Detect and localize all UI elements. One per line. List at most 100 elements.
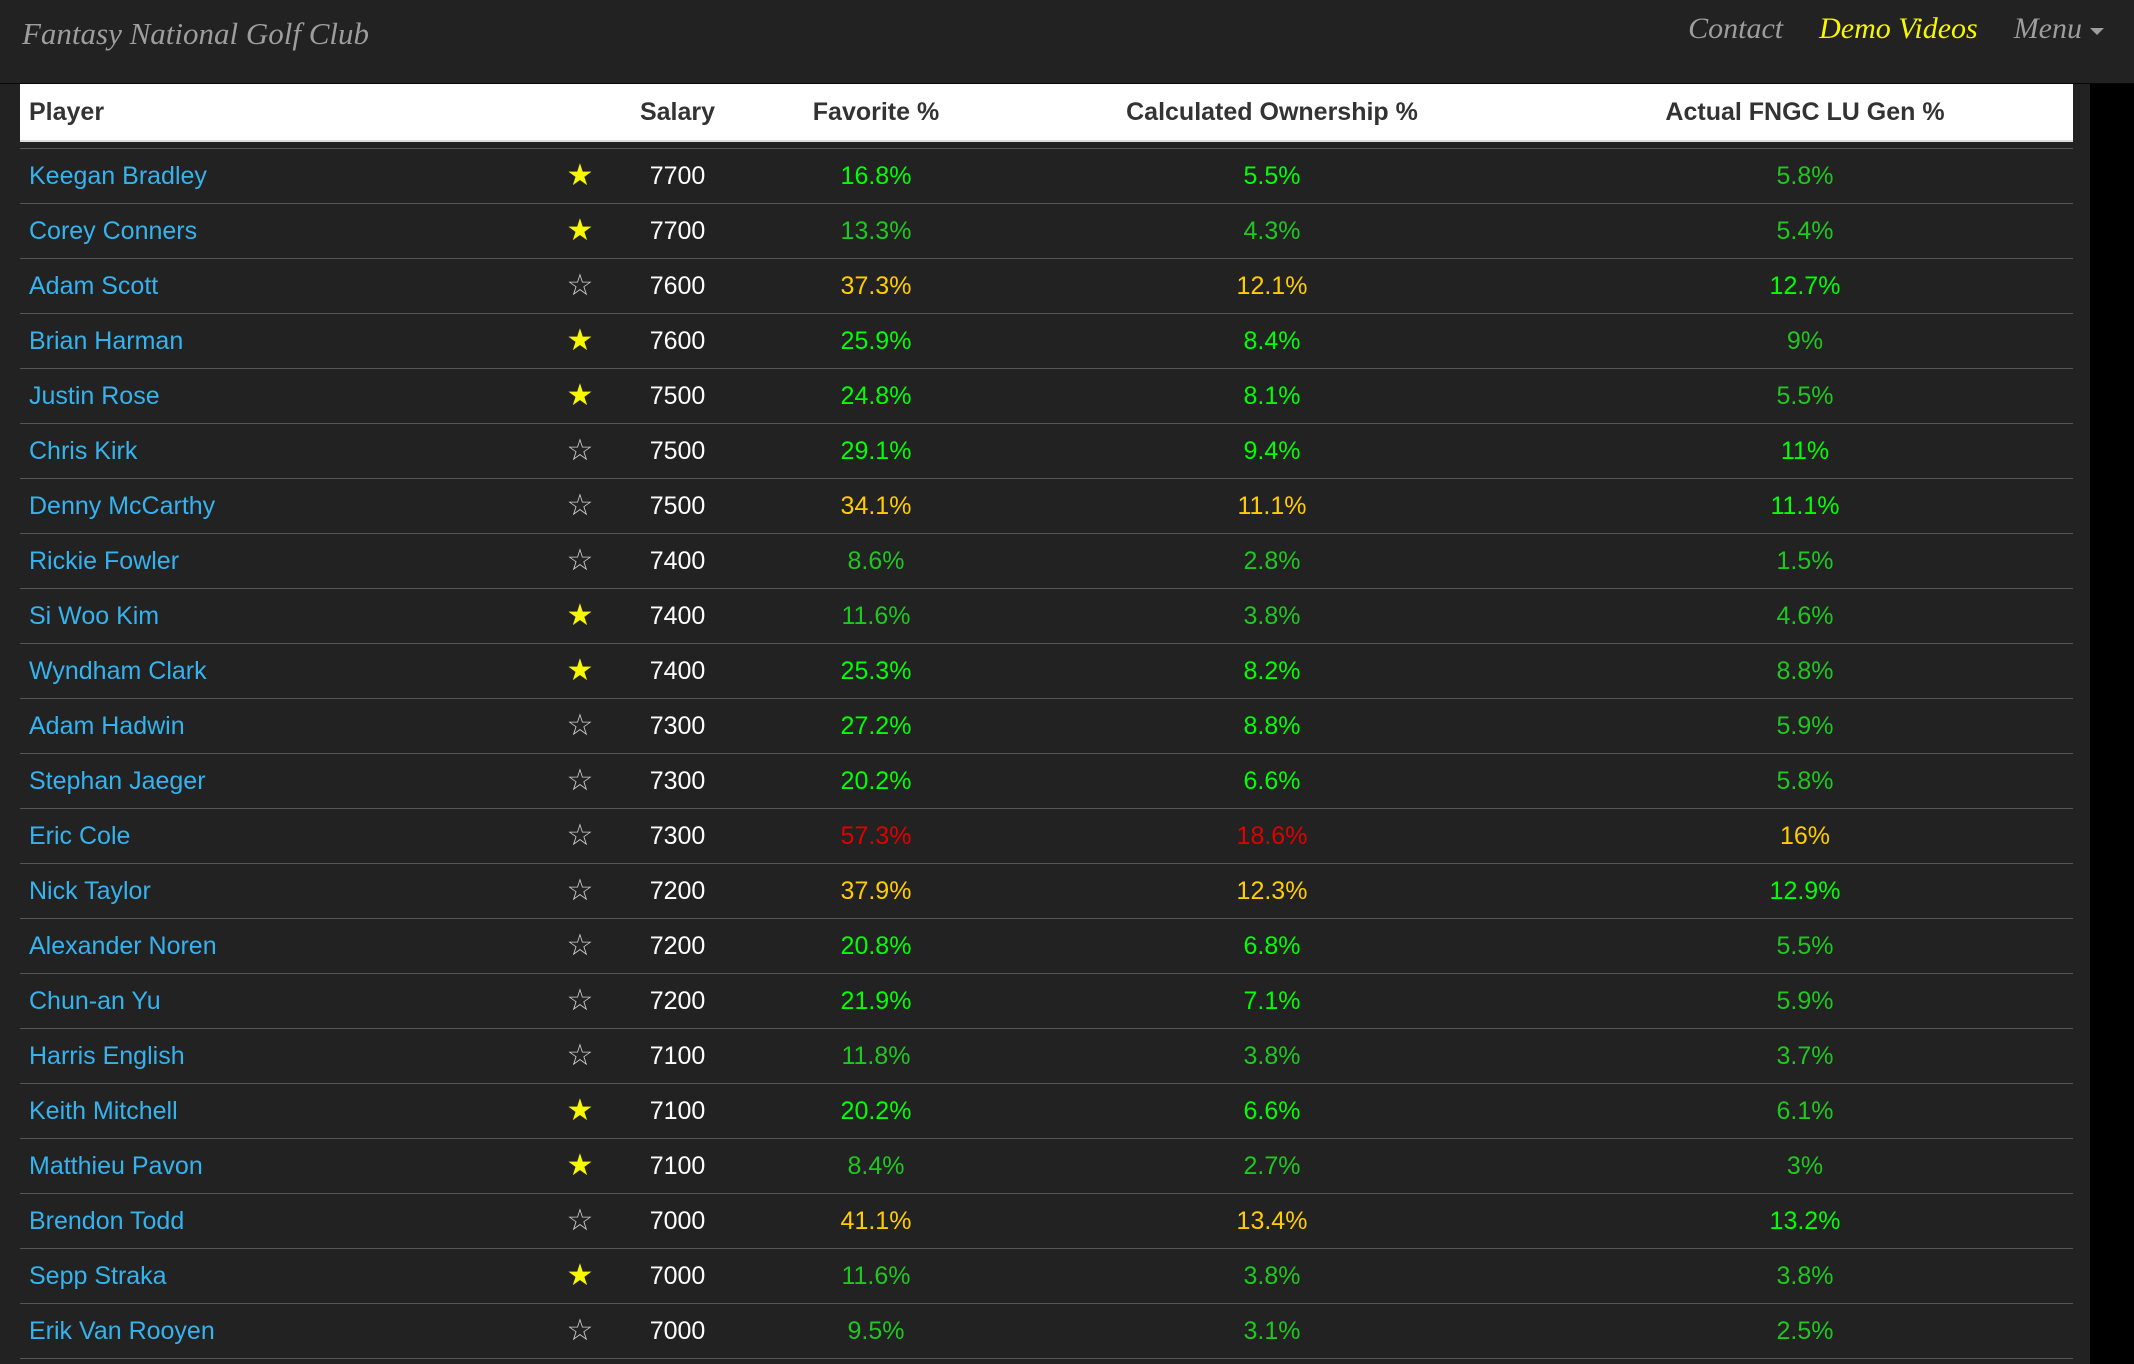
calculated-ownership-cell: 12.3% [1007,863,1537,919]
favorite-star-cell: ★ [550,588,610,644]
favorite-star-cell: ☆ [550,808,610,864]
star-filled-icon[interactable]: ★ [566,654,594,687]
player-name-link[interactable]: Wyndham Clark [20,643,550,699]
header-favorite-pct[interactable]: Favorite % [745,84,1007,142]
header-salary[interactable]: Salary [610,84,745,142]
player-name-link[interactable]: Harris English [20,1028,550,1084]
player-name-link[interactable]: Brian Harman [20,313,550,369]
player-name-link[interactable]: Chun-an Yu [20,973,550,1029]
nav-contact-link[interactable]: Contact [1688,12,1784,45]
header-calculated-ownership[interactable]: Calculated Ownership % [1007,84,1537,142]
favorite-pct-cell: 37.3% [745,258,1007,314]
player-name-link[interactable]: Rickie Fowler [20,533,550,589]
calculated-ownership-cell: 2.7% [1007,1138,1537,1194]
player-name-link[interactable]: Nick Taylor [20,863,550,919]
player-name-link[interactable]: Si Woo Kim [20,588,550,644]
calculated-ownership-cell: 7.1% [1007,973,1537,1029]
salary-cell: 7500 [610,368,745,424]
star-filled-icon[interactable]: ★ [566,1259,594,1292]
calculated-ownership-cell: 8.4% [1007,313,1537,369]
actual-lu-gen-cell: 11% [1537,423,2073,479]
player-name-link[interactable]: Justin Rose [20,368,550,424]
star-outline-icon[interactable]: ☆ [566,434,594,467]
calculated-ownership-cell: 8.8% [1007,698,1537,754]
calculated-ownership-cell: 3.1% [1007,1303,1537,1359]
actual-lu-gen-cell: 11.1% [1537,478,2073,534]
player-name-link[interactable]: Chris Kirk [20,423,550,479]
salary-cell: 7700 [610,203,745,259]
star-filled-icon[interactable]: ★ [566,379,594,412]
actual-lu-gen-cell: 3.8% [1537,1248,2073,1304]
star-filled-icon[interactable]: ★ [566,324,594,357]
salary-cell: 7100 [610,1028,745,1084]
star-outline-icon[interactable]: ☆ [566,489,594,522]
salary-cell: 7400 [610,643,745,699]
player-name-link[interactable]: Erik Van Rooyen [20,1303,550,1359]
nav-menu-dropdown[interactable]: Menu [2014,12,2104,46]
player-name-link[interactable]: Corey Conners [20,203,550,259]
header-player[interactable]: Player [20,84,550,142]
favorite-star-cell: ★ [550,643,610,699]
star-outline-icon[interactable]: ☆ [566,929,594,962]
salary-cell: 7000 [610,1193,745,1249]
player-name-link[interactable]: Eric Cole [20,808,550,864]
star-outline-icon[interactable]: ☆ [566,764,594,797]
favorite-pct-cell: 25.3% [745,643,1007,699]
brand-logo-text[interactable]: Fantasy National Golf Club [22,16,370,51]
star-outline-icon[interactable]: ☆ [566,544,594,577]
table-row: Alexander Noren ☆ 7200 20.8% 6.8% 5.5% [20,918,2073,974]
actual-lu-gen-cell: 6.1% [1537,1083,2073,1139]
star-filled-icon[interactable]: ★ [566,214,594,247]
star-outline-icon[interactable]: ☆ [566,819,594,852]
actual-lu-gen-cell: 16% [1537,808,2073,864]
player-name-link[interactable]: Matthieu Pavon [20,1138,550,1194]
table-row: Corey Conners ★ 7700 13.3% 4.3% 5.4% [20,203,2073,259]
table-spacer-row [20,141,2073,149]
player-name-link[interactable]: Denny McCarthy [20,478,550,534]
player-name-link[interactable]: Brendon Todd [20,1193,550,1249]
player-name-link[interactable]: Keith Mitchell [20,1083,550,1139]
star-outline-icon[interactable]: ☆ [566,709,594,742]
favorite-pct-cell: 41.1% [745,1193,1007,1249]
star-filled-icon[interactable]: ★ [566,1094,594,1127]
star-filled-icon[interactable]: ★ [566,159,594,192]
table-row: Denny McCarthy ☆ 7500 34.1% 11.1% 11.1% [20,478,2073,534]
nav-menu-label: Menu [2013,12,2082,45]
star-outline-icon[interactable]: ☆ [566,269,594,302]
star-filled-icon[interactable]: ★ [566,1149,594,1182]
salary-cell: 7300 [610,753,745,809]
favorite-pct-cell: 13.3% [745,203,1007,259]
star-outline-icon[interactable]: ☆ [566,1204,594,1237]
star-filled-icon[interactable]: ★ [566,599,594,632]
salary-cell: 7300 [610,808,745,864]
favorite-star-cell: ☆ [550,1303,610,1359]
player-name-link[interactable]: Adam Hadwin [20,698,550,754]
favorite-star-cell: ☆ [550,1193,610,1249]
caret-down-icon [2090,27,2104,35]
player-name-link[interactable]: Stephan Jaeger [20,753,550,809]
calculated-ownership-cell: 11.1% [1007,478,1537,534]
calculated-ownership-cell: 9.4% [1007,423,1537,479]
header-actual-lu-gen[interactable]: Actual FNGC LU Gen % [1537,84,2073,142]
player-name-link[interactable]: Sepp Straka [20,1248,550,1304]
actual-lu-gen-cell: 8.8% [1537,643,2073,699]
salary-cell: 7200 [610,918,745,974]
actual-lu-gen-cell: 9% [1537,313,2073,369]
salary-cell: 7600 [610,258,745,314]
player-name-link[interactable]: Keegan Bradley [20,148,550,204]
nav-demo-videos-link[interactable]: Demo Videos [1819,12,1978,45]
player-name-link[interactable]: Alexander Noren [20,918,550,974]
calculated-ownership-cell: 18.6% [1007,808,1537,864]
navbar: Fantasy National Golf Club Contact Demo … [0,0,2134,84]
table-row: Eric Cole ☆ 7300 57.3% 18.6% 16% [20,808,2073,864]
table-row: Sepp Straka ★ 7000 11.6% 3.8% 3.8% [20,1248,2073,1304]
favorite-pct-cell: 20.2% [745,753,1007,809]
player-name-link[interactable]: Adam Scott [20,258,550,314]
actual-lu-gen-cell: 12.7% [1537,258,2073,314]
star-outline-icon[interactable]: ☆ [566,984,594,1017]
star-outline-icon[interactable]: ☆ [566,874,594,907]
favorite-star-cell: ☆ [550,918,610,974]
actual-lu-gen-cell: 5.9% [1537,698,2073,754]
star-outline-icon[interactable]: ☆ [566,1039,594,1072]
star-outline-icon[interactable]: ☆ [566,1314,594,1347]
